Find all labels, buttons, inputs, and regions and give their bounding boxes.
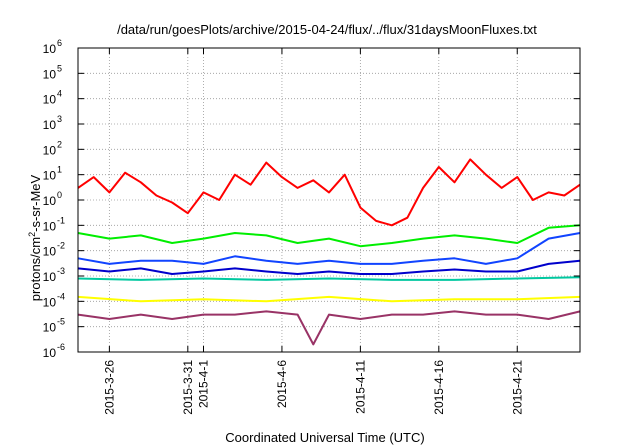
y-tick-label-exponent: 4 [57,89,62,99]
y-tick-label-exponent: -1 [57,215,65,225]
x-tick-label: 2015-4-1 [197,360,211,408]
x-tick-label: 2015-4-6 [275,360,289,408]
series-line [77,259,581,275]
series-line [77,285,581,291]
y-tick-label: 10 [43,321,57,335]
y-tick-label: 10 [43,93,57,107]
x-axis-label: Coordinated Universal Time (UTC) [225,430,424,445]
chart-title: /data/run/goesPlots/archive/2015-04-24/f… [117,22,537,37]
y-tick-label-exponent: -6 [57,342,65,352]
x-tick-label: 2015-3-26 [102,360,116,415]
y-tick-label: 10 [43,295,57,309]
y-tick-label: 10 [43,143,57,157]
y-tick-label-exponent: -5 [57,317,65,327]
y-tick-label: 10 [43,194,57,208]
x-tick-label: 2015-4-11 [353,360,367,414]
y-tick-label-exponent: -4 [57,291,65,301]
y-tick-label: 10 [43,346,57,360]
series-line [77,295,581,303]
y-tick-label: 10 [43,67,57,81]
grid-lines [78,48,580,352]
y-axis-label: protons/cm2-s-sr-MeV [27,174,43,301]
y-tick-label: 10 [43,270,57,284]
x-tick-label: 2015-4-16 [432,360,446,415]
y-tick-label: 10 [43,245,57,259]
x-axis: 2015-3-26 2015-3-31 2015-4-1 2015-4-6 2015-4… [102,48,524,415]
y-tick-label-exponent: -2 [57,241,65,251]
x-tick-label: 2015-4-21 [510,360,524,415]
y-tick-label-exponent: 2 [57,139,62,149]
series-line [77,158,581,227]
y-tick-label-exponent: 0 [57,190,62,200]
series-line [77,310,581,346]
x-tick-label: 2015-3-31 [181,360,195,415]
y-tick-label-exponent: 1 [57,165,62,175]
series-line [77,224,581,248]
y-tick-label: 10 [43,219,57,233]
y-tick-label: 10 [43,118,57,132]
y-tick-label: 10 [43,169,57,183]
y-tick-label-exponent: 3 [57,114,62,124]
series-line [77,232,581,265]
y-axis: 10 -610 -510 -410 -310 -210 -110 010 110 210 310 41… [43,38,580,360]
y-tick-label: 10 [43,42,57,56]
series-line [77,276,581,281]
y-tick-label-exponent: -3 [57,266,65,276]
series-group [77,158,581,346]
y-tick-label-exponent: 6 [57,38,62,48]
y-tick-label-exponent: 5 [57,63,62,73]
